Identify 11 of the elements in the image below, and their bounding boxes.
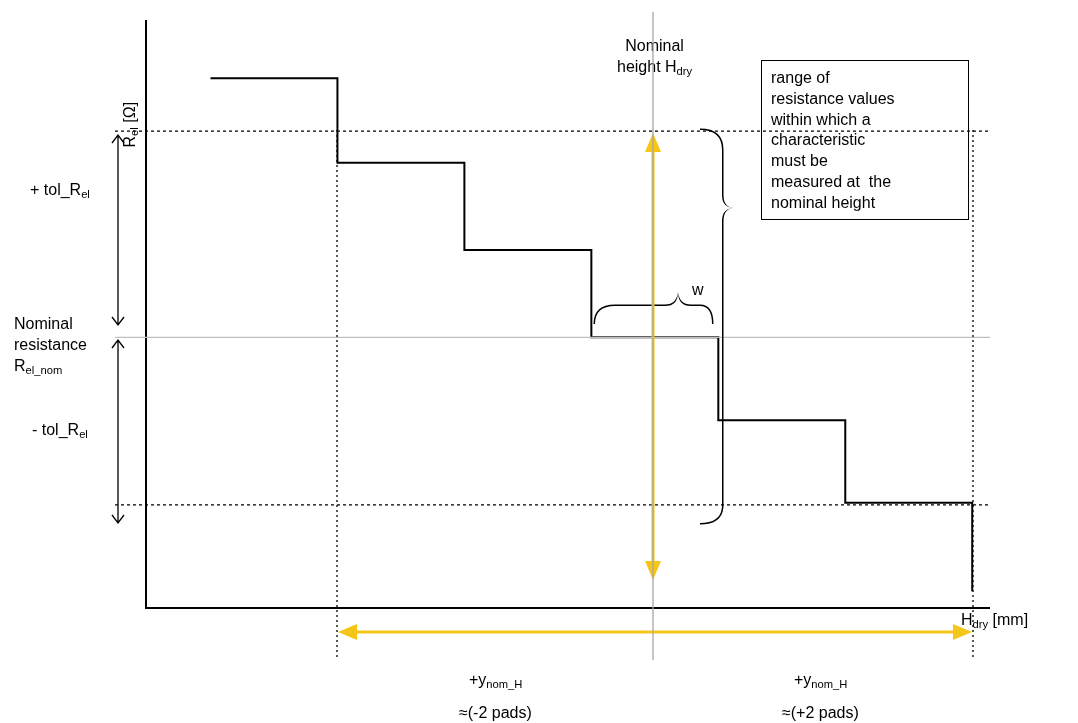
text: Nominal resistance R$_{el_nom}$ xyxy=(14,315,88,376)
annotation: range of resistance values within which a characteristic must be measured at the nominal height xyxy=(770,69,895,211)
annotation: w xyxy=(691,281,704,298)
text: - tol_R$_{el}$ xyxy=(32,421,88,441)
text: ≈(+2 pads) xyxy=(782,704,859,721)
x-axis-title: H$_{dry}$ [mm] xyxy=(961,611,1029,631)
text: +y$_{nom_H}$ xyxy=(469,671,523,691)
text: ≈(-2 pads) xyxy=(459,704,532,721)
text: Nominal height H$_{dry}$ xyxy=(617,37,693,78)
text: +y$_{nom_H}$ xyxy=(794,671,848,691)
text: + tol_R$_{el}$ xyxy=(30,181,90,201)
